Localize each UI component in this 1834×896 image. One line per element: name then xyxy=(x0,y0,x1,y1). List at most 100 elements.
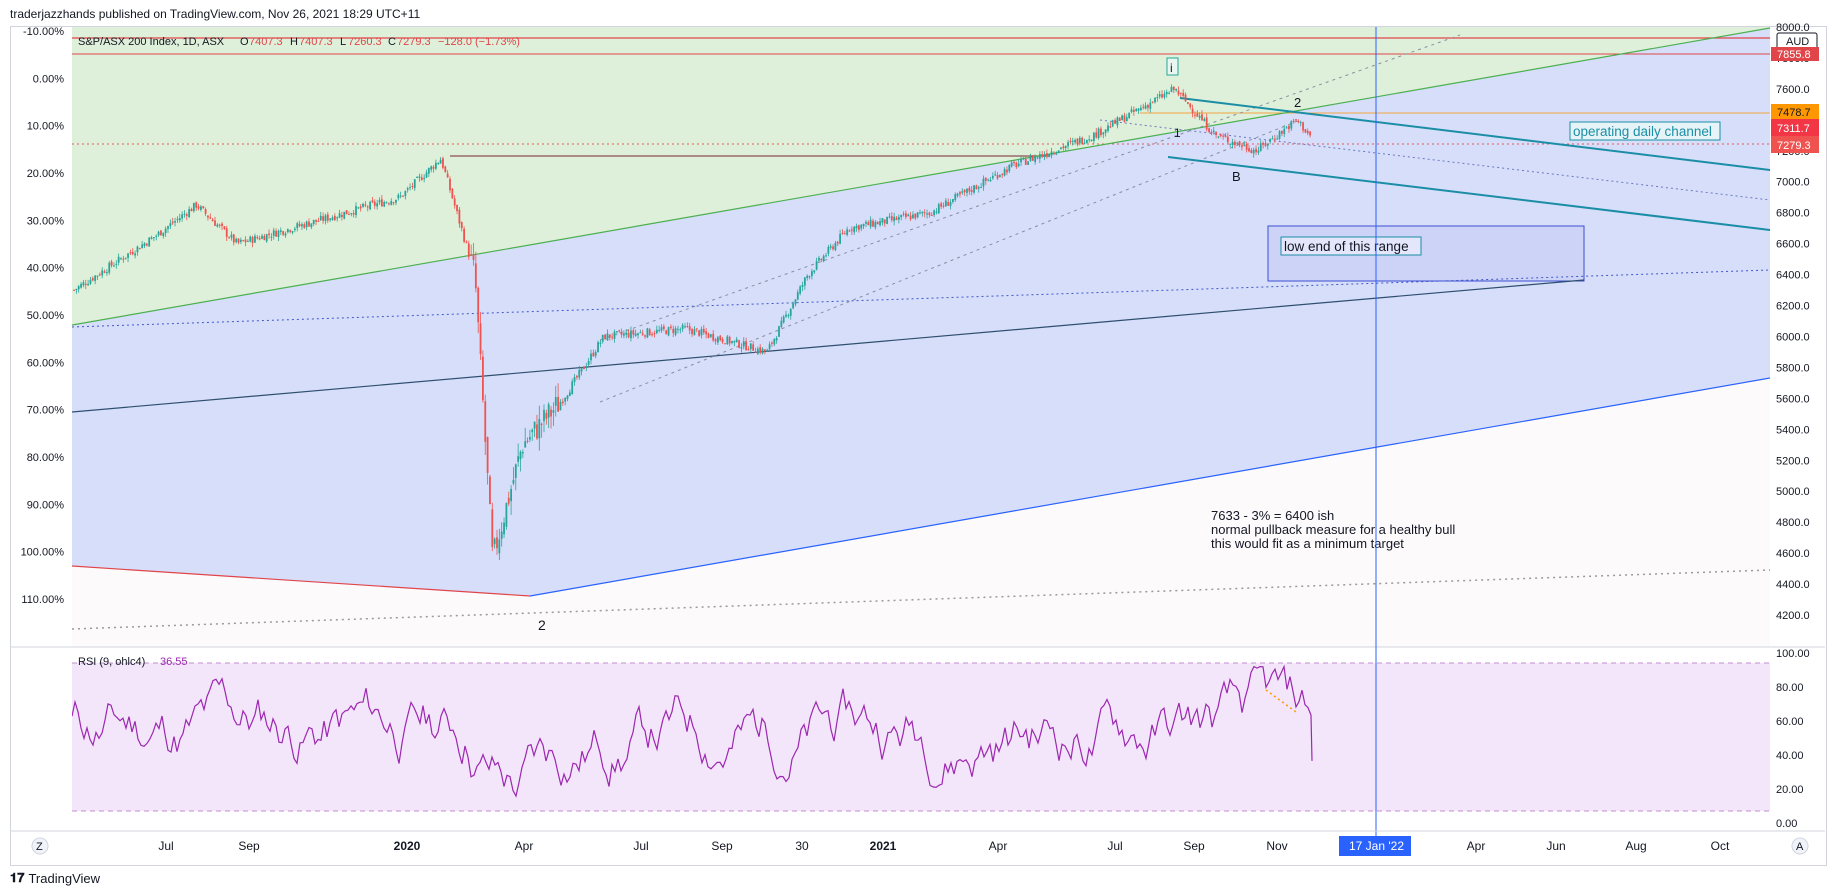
candle-body xyxy=(286,228,289,233)
price-axis-tick: 5200.0 xyxy=(1776,455,1810,467)
price-axis-tick: 8000.0 xyxy=(1776,22,1810,34)
candle-body xyxy=(298,224,301,227)
time-axis-label: Aug xyxy=(1625,839,1646,853)
candle-body xyxy=(728,336,731,344)
candle-body xyxy=(592,352,595,357)
candle-body xyxy=(432,166,435,169)
candle-body xyxy=(418,176,421,178)
candle-body xyxy=(174,221,176,223)
candle-body xyxy=(801,285,804,287)
candle-body xyxy=(869,219,872,227)
rsi-divergence-line xyxy=(1265,689,1297,713)
candle-body xyxy=(1031,155,1034,161)
candle-body xyxy=(702,328,705,333)
candle-body xyxy=(754,351,757,353)
a-button[interactable] xyxy=(1791,837,1809,855)
candle-body xyxy=(1248,148,1250,152)
low-end-label: low end of this range xyxy=(1284,239,1409,254)
candle-body xyxy=(590,353,592,361)
channel-lower-line xyxy=(1167,156,1770,231)
candle-body xyxy=(1250,150,1253,154)
candle-body xyxy=(1241,145,1243,148)
candle-body xyxy=(444,166,447,173)
candle-body xyxy=(566,395,569,400)
candle-body xyxy=(698,330,700,336)
candle-body xyxy=(780,320,783,327)
candle-body xyxy=(1182,92,1185,96)
time-axis[interactable]: Jul Sep 2020 Apr Jul Sep 30 2021 Apr Jul Sep Nov Apr… xyxy=(158,839,1730,853)
candle-body xyxy=(839,233,841,244)
candle-body xyxy=(1236,142,1239,144)
z-button[interactable] xyxy=(31,837,49,855)
price-axis-tick: 4800.0 xyxy=(1776,517,1810,529)
candle-body xyxy=(1107,125,1109,131)
candle-body xyxy=(928,212,931,216)
rsi-axis[interactable]: 100.00 80.00 60.00 40.00 20.00 0.00 xyxy=(1776,648,1810,830)
candle-body xyxy=(803,277,806,286)
candle-body xyxy=(585,366,588,369)
price-axis-tick: 6000.0 xyxy=(1776,331,1810,343)
candle-body xyxy=(91,278,94,281)
candle-body xyxy=(366,206,369,208)
candle-body xyxy=(270,236,273,238)
operating-channel-label: operating daily channel xyxy=(1573,124,1712,139)
candle-body xyxy=(554,397,557,406)
candle-body xyxy=(1283,128,1286,135)
candle-body xyxy=(138,248,141,250)
rsi-value: 36.55 xyxy=(160,656,188,668)
candle-body xyxy=(73,289,75,291)
time-axis-label: 30 xyxy=(795,839,809,853)
candle-body xyxy=(1111,120,1114,127)
candle-body xyxy=(458,209,461,224)
candle-body xyxy=(75,288,78,291)
candle-body xyxy=(329,218,332,221)
candle-body xyxy=(333,215,336,221)
low-end-label-box[interactable] xyxy=(1280,236,1422,256)
candle-body xyxy=(1109,126,1112,128)
candle-body xyxy=(223,226,226,230)
time-axis-label: 2020 xyxy=(394,839,421,853)
candle-body xyxy=(850,229,853,231)
legend-symbol: S&P/ASX 200 Index, 1D, ASX xyxy=(78,36,225,48)
candle-body xyxy=(87,283,89,286)
candle-body xyxy=(1090,139,1093,142)
candle-body xyxy=(1001,174,1004,176)
candle-body xyxy=(498,539,501,554)
wave-i-box[interactable] xyxy=(1166,57,1179,76)
candle-body xyxy=(265,234,268,242)
candle-body xyxy=(479,323,482,354)
candle-body xyxy=(439,159,442,164)
candle-body xyxy=(1191,108,1194,114)
legend-l-label: L xyxy=(340,36,346,48)
candle-body xyxy=(1302,122,1304,131)
candle-body xyxy=(1128,112,1131,118)
candle-body xyxy=(357,207,360,209)
candle-body xyxy=(1034,156,1037,163)
candle-body xyxy=(256,237,259,239)
candle-body xyxy=(883,219,886,224)
candle-body xyxy=(905,213,907,218)
legend-h-value: 7407.3 xyxy=(299,36,333,48)
legend-h-label: H xyxy=(290,36,298,48)
candle-body xyxy=(531,429,534,433)
operating-channel-box[interactable] xyxy=(1569,121,1721,141)
candle-body xyxy=(312,219,315,224)
badge-last xyxy=(1771,136,1819,153)
candle-body xyxy=(145,243,148,246)
candle-body xyxy=(665,330,668,335)
candle-body xyxy=(420,177,423,181)
candle-body xyxy=(192,202,195,212)
candle-body xyxy=(1215,132,1217,136)
legend-c-value: 7279.3 xyxy=(397,36,431,48)
candle-body xyxy=(237,238,240,243)
rsi-axis-tick: 0.00 xyxy=(1776,818,1797,830)
candle-body xyxy=(775,337,778,341)
candle-body xyxy=(1022,157,1025,159)
badge-orange xyxy=(1771,104,1819,120)
candle-body xyxy=(984,177,987,181)
candle-body xyxy=(667,327,670,336)
candle-body xyxy=(822,255,825,262)
candle-body xyxy=(721,338,724,343)
percent-axis[interactable]: -10.00% 0.00% 10.00% 20.00% 30.00% 40.00% 50.0… xyxy=(21,26,65,606)
